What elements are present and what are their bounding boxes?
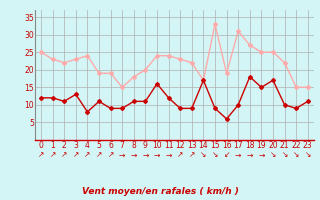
Text: →: → [235,151,241,160]
Text: ↘: ↘ [281,151,288,160]
Text: ↘: ↘ [270,151,276,160]
Text: ↘: ↘ [212,151,218,160]
Text: →: → [165,151,172,160]
Text: ↗: ↗ [61,151,68,160]
Text: ↗: ↗ [96,151,102,160]
Text: ↗: ↗ [84,151,91,160]
Text: Vent moyen/en rafales ( km/h ): Vent moyen/en rafales ( km/h ) [82,188,238,196]
Text: →: → [258,151,265,160]
Text: ↗: ↗ [38,151,44,160]
Text: ↗: ↗ [188,151,195,160]
Text: →: → [154,151,160,160]
Text: →: → [119,151,125,160]
Text: ↘: ↘ [293,151,300,160]
Text: ↗: ↗ [177,151,183,160]
Text: →: → [247,151,253,160]
Text: →: → [131,151,137,160]
Text: →: → [142,151,148,160]
Text: ↘: ↘ [200,151,207,160]
Text: ↗: ↗ [108,151,114,160]
Text: ↗: ↗ [49,151,56,160]
Text: ↙: ↙ [223,151,230,160]
Text: ↗: ↗ [73,151,79,160]
Text: ↘: ↘ [305,151,311,160]
